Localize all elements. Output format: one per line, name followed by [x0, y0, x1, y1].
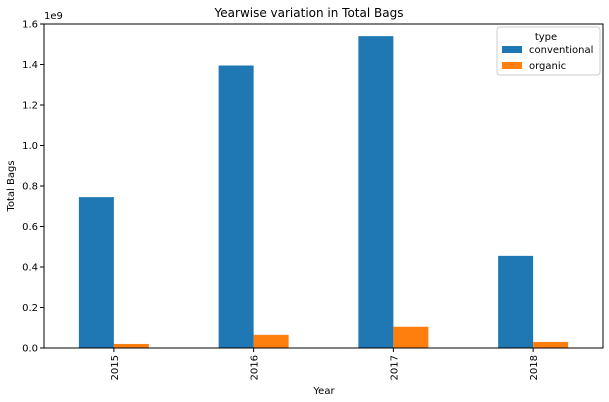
legend: type conventional organic — [496, 26, 601, 76]
y-tick-label: 1.6 — [22, 20, 38, 31]
y-tick-label: 1.2 — [22, 101, 38, 112]
bar-conventional-2017 — [358, 36, 394, 349]
bar-conventional-2015 — [78, 197, 114, 348]
x-ticks-layer: 2015 2016 2017 2018 — [110, 348, 540, 380]
x-tick-label: 2017 — [389, 355, 400, 380]
bar-organic-2018 — [533, 341, 569, 348]
x-tick-label: 2016 — [250, 355, 261, 380]
plot-frame — [43, 23, 604, 349]
legend-label-conventional: conventional — [529, 45, 593, 56]
x-axis-label: Year — [312, 386, 335, 397]
legend-box — [496, 26, 601, 76]
x-tick-label: 2018 — [529, 355, 540, 380]
bar-conventional-2018 — [498, 255, 534, 348]
x-tick-label: 2015 — [110, 355, 121, 380]
legend-swatch-organic — [502, 62, 522, 69]
bar-organic-2016 — [253, 334, 289, 348]
bar-organic-2015 — [113, 343, 149, 348]
y-tick-label: 1.4 — [22, 60, 38, 71]
y-tick-label: 0.6 — [22, 222, 38, 233]
y-tick-label: 1.0 — [22, 141, 38, 152]
y-axis-label: Total Bags — [6, 160, 17, 212]
y-tick-label: 0.4 — [22, 263, 38, 274]
legend-title: type — [535, 32, 557, 43]
bars-layer — [78, 36, 569, 349]
y-tick-label: 0.2 — [22, 303, 38, 314]
chart-title: Yearwise variation in Total Bags — [214, 6, 404, 20]
bar-organic-2017 — [393, 326, 429, 348]
legend-label-organic: organic — [529, 61, 566, 72]
legend-swatch-conventional — [502, 46, 522, 53]
bar-conventional-2016 — [218, 65, 254, 348]
y-ticks-layer: 0.0 0.2 0.4 0.6 0.8 1.0 1.2 1.4 1.6 — [22, 20, 44, 355]
y-multiplier-label: 1e9 — [44, 11, 63, 22]
y-tick-label: 0.8 — [22, 182, 38, 193]
y-tick-label: 0.0 — [22, 344, 38, 355]
